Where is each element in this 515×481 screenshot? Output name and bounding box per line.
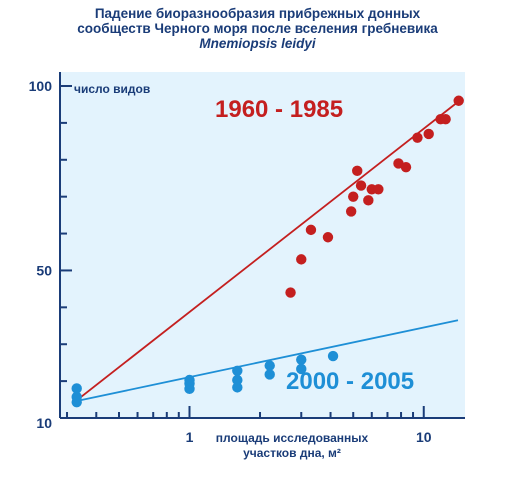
data-point bbox=[412, 132, 423, 143]
trend-line-1 bbox=[76, 319, 459, 402]
data-point bbox=[232, 382, 243, 393]
trend-line-0 bbox=[76, 100, 460, 402]
data-point bbox=[71, 391, 82, 403]
series-label-1960-1985: 1960 - 1985 bbox=[215, 96, 343, 123]
data-point bbox=[285, 287, 296, 298]
x-axis-label-line-2: участков дна, м² bbox=[243, 446, 341, 460]
y-axis-label: число видов bbox=[74, 82, 150, 96]
data-point bbox=[184, 374, 195, 386]
data-point bbox=[453, 95, 464, 106]
x-axis-label-line-1: площадь исследованных bbox=[216, 431, 369, 445]
data-point bbox=[322, 232, 334, 243]
chart-marks bbox=[59, 72, 465, 419]
data-point bbox=[264, 369, 275, 380]
data-point bbox=[440, 114, 451, 125]
x-tick-label-1: 1 bbox=[186, 429, 194, 445]
data-point bbox=[305, 224, 317, 236]
y-tick-label-50: 50 bbox=[36, 262, 52, 278]
data-point bbox=[400, 161, 412, 173]
data-point bbox=[363, 195, 374, 206]
data-point bbox=[71, 383, 82, 394]
data-point bbox=[327, 350, 339, 362]
data-point bbox=[264, 360, 275, 371]
data-point bbox=[296, 354, 307, 365]
data-point bbox=[352, 165, 363, 177]
data-point bbox=[355, 180, 367, 191]
data-point bbox=[232, 365, 243, 376]
data-point bbox=[373, 184, 384, 195]
y-tick-label-10: 10 bbox=[36, 415, 52, 431]
title-line-2: сообществ Черного моря после вселения гр… bbox=[77, 21, 438, 36]
title-line-1: Падение биоразнообразия прибрежных донны… bbox=[94, 6, 421, 21]
series-label-2000-2005: 2000 - 2005 bbox=[286, 368, 414, 395]
x-tick-label-10: 10 bbox=[416, 429, 432, 445]
title-species: Mnemiopsis leidyi bbox=[199, 36, 316, 51]
data-point bbox=[423, 128, 434, 140]
data-point bbox=[296, 254, 307, 265]
y-tick-label-100: 100 bbox=[29, 78, 53, 94]
data-point bbox=[345, 206, 357, 217]
data-point bbox=[232, 374, 243, 386]
data-point bbox=[348, 191, 359, 202]
data-point bbox=[296, 363, 307, 375]
chart-title: Падение биоразнообразия прибрежных донны… bbox=[0, 6, 515, 51]
